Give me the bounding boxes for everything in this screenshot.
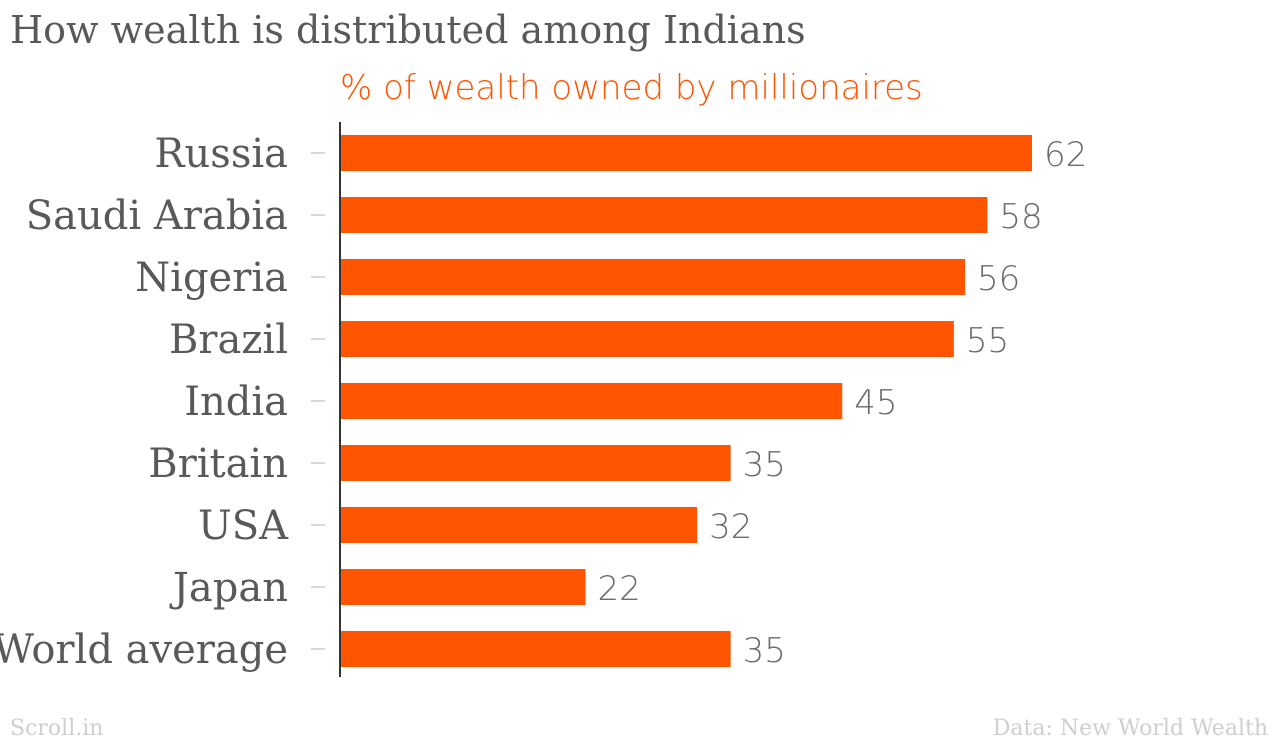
bar bbox=[340, 631, 731, 667]
chart-subtitle: % of wealth owned by millionaires bbox=[340, 68, 923, 108]
bar bbox=[340, 383, 843, 419]
category-label: Britain bbox=[148, 441, 288, 487]
data-source: Data: New World Wealth bbox=[992, 716, 1268, 741]
value-label: 35 bbox=[743, 445, 786, 485]
bar bbox=[340, 321, 954, 357]
category-label: Saudi Arabia bbox=[26, 193, 288, 239]
bar bbox=[340, 569, 586, 605]
value-label: 55 bbox=[966, 321, 1009, 361]
category-label: Nigeria bbox=[135, 255, 288, 301]
value-label: 56 bbox=[977, 259, 1020, 299]
value-label: 35 bbox=[743, 631, 786, 671]
category-label: World average bbox=[0, 627, 288, 673]
value-label: 32 bbox=[709, 507, 752, 547]
bar bbox=[340, 197, 988, 233]
brand-credit: Scroll.in bbox=[10, 716, 104, 741]
category-label: Brazil bbox=[169, 317, 288, 363]
value-label: 45 bbox=[854, 383, 897, 423]
category-label: India bbox=[184, 379, 288, 425]
bar bbox=[340, 135, 1032, 171]
value-label: 22 bbox=[598, 569, 641, 609]
category-label: Japan bbox=[169, 565, 288, 611]
bar bbox=[340, 445, 731, 481]
value-label: 62 bbox=[1044, 135, 1087, 175]
category-label: USA bbox=[198, 503, 289, 549]
bar bbox=[340, 507, 698, 543]
chart-title: How wealth is distributed among Indians bbox=[10, 8, 806, 52]
category-label: Russia bbox=[154, 131, 288, 177]
bar bbox=[340, 259, 966, 295]
value-label: 58 bbox=[999, 197, 1042, 237]
